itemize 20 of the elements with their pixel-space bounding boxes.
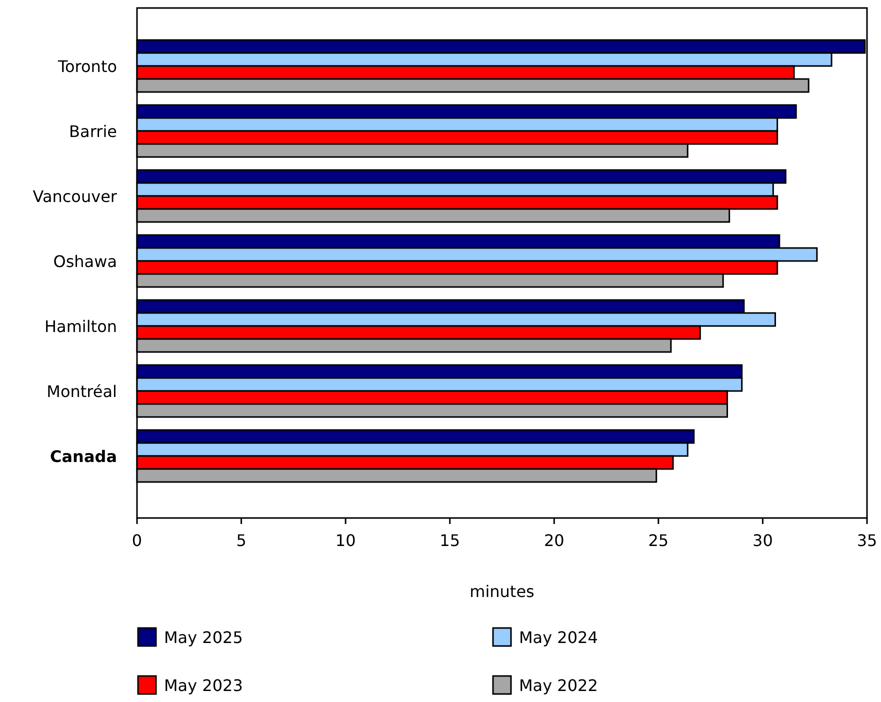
x-tick-label: 20 xyxy=(544,531,564,550)
y-tick-label: Toronto xyxy=(56,57,117,76)
x-tick-label: 25 xyxy=(648,531,669,550)
y-tick-label: Vancouver xyxy=(32,187,118,206)
x-tick-label: 10 xyxy=(335,531,356,550)
x-axis-title: minutes xyxy=(470,582,534,601)
y-tick-label: Hamilton xyxy=(44,317,117,336)
y-tick-label: Montréal xyxy=(46,382,117,401)
x-tick-label: 15 xyxy=(440,531,460,550)
legend-label: May 2023 xyxy=(164,676,243,695)
legend-label: May 2022 xyxy=(519,676,598,695)
y-tick-label: Barrie xyxy=(69,122,117,141)
x-tick-label: 35 xyxy=(856,531,878,550)
y-tick-label: Oshawa xyxy=(53,252,117,271)
y-tick-label: Canada xyxy=(50,447,117,466)
x-tick-label: 0 xyxy=(132,531,142,550)
legend-label: May 2025 xyxy=(164,628,243,647)
x-tick-label: 5 xyxy=(236,531,246,550)
legend-label: May 2024 xyxy=(519,628,598,647)
x-tick-label: 30 xyxy=(752,531,773,550)
